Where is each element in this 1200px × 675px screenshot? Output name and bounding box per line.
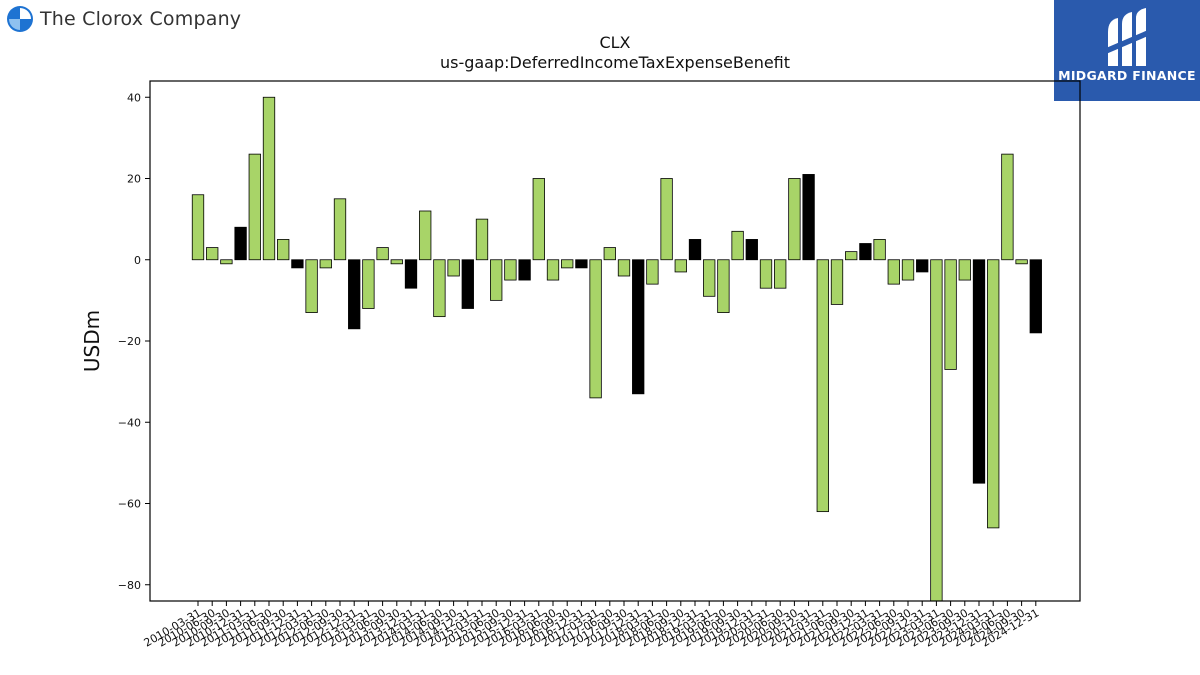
chart-subtitle: us-gaap:DeferredIncomeTaxExpenseBenefit: [440, 53, 790, 72]
clorox-logo-icon: [7, 6, 33, 32]
y-tick-label: −20: [118, 335, 141, 348]
bar-2023-12-31: [972, 259, 986, 484]
bar-2019-12-31: [745, 239, 758, 261]
bar-2024-12-31: [1029, 259, 1042, 334]
bar-2022-09-30: [901, 259, 915, 281]
bar-2011-09-30: [277, 239, 290, 261]
chart-title: CLX: [599, 33, 630, 52]
badge-label: MIDGARD FINANCE: [1058, 68, 1196, 83]
y-tick-label: 40: [127, 91, 141, 104]
bar-2013-03-31: [362, 259, 375, 309]
bar-2016-12-31: [575, 259, 588, 269]
plot-frame: [149, 80, 1081, 602]
bar-2015-09-30: [504, 259, 517, 281]
bar-2024-06-30: [1001, 153, 1014, 261]
bar-2024-03-31: [987, 259, 1000, 529]
bar-2020-06-30: [774, 259, 787, 289]
bar-2017-03-31: [589, 259, 602, 399]
bar-2015-12-31: [518, 259, 531, 281]
bar-2022-03-31: [873, 239, 886, 261]
y-tick-label: −80: [118, 579, 141, 592]
bar-2012-12-31: [348, 259, 361, 330]
bar-2021-03-31: [816, 259, 829, 513]
y-axis-label: USDm: [80, 310, 104, 372]
x-axis: 2010-03-312010-06-302010-09-302010-12-31…: [142, 601, 1041, 650]
y-axis: 40 20 0 −20 −40 −60 −80: [118, 91, 150, 592]
bar-2020-09-30: [788, 178, 801, 261]
bar-2015-06-30: [490, 259, 503, 301]
bar-2023-06-30: [944, 259, 957, 370]
bar-2017-06-30: [603, 247, 616, 261]
bar-2020-03-31: [759, 259, 773, 289]
bar-2016-09-30: [561, 259, 574, 269]
bar-2011-12-31: [291, 259, 304, 269]
bar-2017-12-31: [632, 259, 645, 395]
bar-2018-06-30: [660, 178, 673, 261]
company-name: The Clorox Company: [40, 8, 242, 30]
bar-2012-09-30: [333, 198, 347, 261]
y-tick-label: 20: [127, 173, 141, 186]
y-tick-label: −60: [118, 498, 141, 511]
bar-2021-06-30: [830, 259, 844, 305]
bar-2023-09-30: [958, 259, 971, 281]
bar-2019-06-30: [717, 259, 730, 313]
bar-2013-12-31: [404, 259, 418, 289]
bar-2017-09-30: [617, 259, 631, 277]
midgard-finance-logo-icon: [1106, 8, 1148, 66]
bar-2016-03-31: [532, 178, 545, 261]
bar-2012-06-30: [319, 259, 332, 269]
bar-2016-06-30: [546, 259, 560, 281]
bar-2018-12-31: [688, 239, 702, 261]
bar-2022-12-31: [916, 259, 929, 273]
bar-2014-12-31: [461, 259, 474, 309]
bar-2014-09-30: [447, 259, 460, 277]
bar-2018-03-31: [646, 259, 659, 285]
bar-2013-06-30: [376, 247, 389, 261]
bar-2014-06-30: [433, 259, 446, 318]
bar-2010-09-30: [220, 259, 233, 265]
bar-2019-09-30: [731, 230, 744, 261]
bar-2024-09-30: [1015, 259, 1028, 265]
bar-2011-03-31: [248, 153, 261, 261]
company-brand: The Clorox Company: [6, 5, 241, 33]
bar-2022-06-30: [887, 259, 900, 285]
bars-group: [191, 96, 1042, 602]
bar-2021-09-30: [845, 251, 858, 261]
y-tick-label: −40: [118, 416, 141, 429]
bar-2014-03-31: [419, 210, 432, 261]
bar-2010-03-31: [191, 194, 205, 261]
bar-2010-06-30: [206, 247, 219, 261]
bar-2020-12-31: [802, 174, 815, 261]
bar-2011-06-30: [262, 96, 276, 261]
midgard-finance-badge: MIDGARD FINANCE: [1054, 0, 1200, 101]
bar-2010-12-31: [234, 226, 247, 261]
bar-2023-03-31: [930, 259, 943, 602]
bar-2021-12-31: [859, 243, 872, 261]
bar-2012-03-31: [305, 259, 318, 313]
bar-2019-03-31: [703, 259, 716, 297]
bar-2015-03-31: [475, 218, 489, 261]
y-tick-label: 0: [134, 254, 141, 267]
bar-2013-09-30: [390, 259, 403, 265]
bar-2018-09-30: [674, 259, 687, 273]
